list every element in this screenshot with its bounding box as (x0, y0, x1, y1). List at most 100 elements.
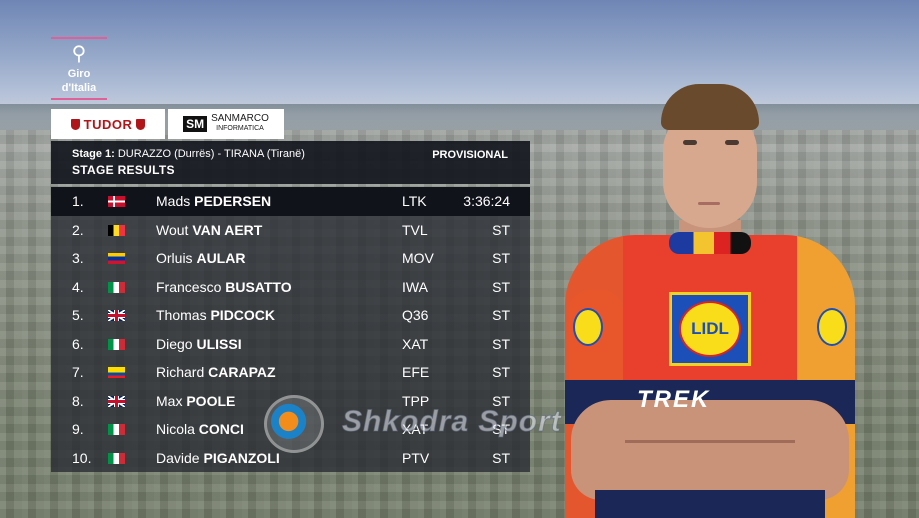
last-name: PIDCOCK (210, 307, 276, 324)
team-code: XAT (402, 335, 429, 352)
team-code: PTV (402, 449, 430, 466)
sanmarco-line2: INFORMATICA (216, 125, 264, 132)
results-panel: Stage 1: DURAZZO (Durrës) - TIRANA (Tira… (51, 141, 530, 472)
team-code: EFE (402, 364, 430, 381)
table-row: 4. Francesco BUSATTO IWA ST (51, 273, 530, 302)
stage-label: Stage 1: (72, 148, 115, 160)
flag-dk-icon (108, 196, 125, 207)
team-code: LTK (402, 193, 427, 210)
panel-title: STAGE RESULTS (72, 163, 175, 177)
panel-header: Stage 1: DURAZZO (Durrës) - TIRANA (Tira… (51, 141, 530, 184)
last-name: ULISSI (196, 335, 242, 352)
table-row: 1. Mads PEDERSEN LTK 3:36:24 (51, 187, 530, 216)
tudor-shield-icon (136, 118, 146, 130)
rider-name: Nicola CONCI (156, 421, 244, 437)
rank: 1. (72, 193, 84, 210)
rider-eye (683, 140, 697, 145)
rank: 7. (72, 364, 84, 381)
stage-route: DURAZZO (Durrës) - TIRANA (Tiranë) (117, 148, 305, 160)
rider-mouth (698, 202, 720, 205)
rider-hair (661, 84, 759, 130)
finish-time: ST (492, 278, 510, 295)
table-row: 9. Nicola CONCI XAT ST (51, 415, 530, 444)
sponsor-sanmarco: SM SANMARCO INFORMATICA (168, 109, 284, 139)
rider-name: Davide PIGANZOLI (156, 450, 280, 466)
logo-top-bar (51, 37, 107, 39)
rider-name: Max POOLE (156, 393, 235, 409)
jersey-lower (595, 490, 825, 518)
last-name: VAN AERT (192, 221, 263, 238)
finish-time: ST (492, 307, 510, 324)
rider-name: Wout VAN AERT (156, 222, 262, 238)
first-name: Orluis (156, 250, 193, 267)
rider-name: Francesco BUSATTO (156, 279, 292, 295)
rank: 8. (72, 392, 84, 409)
first-name: Diego (156, 335, 193, 352)
table-row: 3. Orluis AULAR MOV ST (51, 244, 530, 273)
tudor-shield-icon (70, 118, 80, 130)
flag-ec-icon (108, 367, 125, 378)
finish-time: ST (492, 221, 510, 238)
rider-name: Thomas PIDCOCK (156, 307, 275, 323)
sanmarco-line1: SANMARCO (211, 113, 269, 124)
first-name: Thomas (156, 307, 207, 324)
team-code: TVL (402, 221, 428, 238)
rider-name: Mads PEDERSEN (156, 193, 271, 209)
giro-logo: ⚲ Giro d'Italia (50, 37, 108, 103)
watermark-text: Shkodra Sport (342, 405, 562, 439)
rider-image: LIDL TREK (565, 80, 855, 518)
rank: 5. (72, 307, 84, 324)
first-name: Nicola (156, 421, 195, 438)
arm-crease (625, 440, 795, 443)
rider-name: Richard CARAPAZ (156, 364, 276, 380)
last-name: CARAPAZ (208, 364, 276, 381)
last-name: AULAR (196, 250, 246, 267)
sponsor-bar: TUDOR SM SANMARCO INFORMATICA (51, 109, 284, 139)
rider-name: Diego ULISSI (156, 336, 242, 352)
finish-time: ST (492, 392, 510, 409)
flag-ve-icon (108, 253, 125, 264)
logo-text: Giro d'Italia (61, 68, 97, 94)
rider-name: Orluis AULAR (156, 250, 245, 266)
first-name: Wout (156, 221, 189, 238)
rider-eye (725, 140, 739, 145)
sanmarco-mark: SM (183, 116, 208, 132)
finish-time: ST (492, 250, 510, 267)
tudor-label: TUDOR (83, 116, 133, 132)
jersey-lidl-logo: LIDL (669, 292, 751, 366)
last-name: BUSATTO (225, 278, 292, 295)
last-name: PIGANZOLI (203, 449, 280, 466)
team-code: MOV (402, 250, 434, 267)
rider-collar (669, 232, 751, 254)
first-name: Davide (156, 449, 200, 466)
last-name: POOLE (186, 392, 236, 409)
lidl-text: LIDL (679, 301, 741, 357)
watermark: Shkodra Sport (262, 395, 662, 453)
table-row: 8. Max POOLE TPP ST (51, 387, 530, 416)
finish-time: ST (492, 364, 510, 381)
first-name: Max (156, 392, 183, 409)
finish-time: 3:36:24 (463, 193, 510, 210)
rank: 4. (72, 278, 84, 295)
rider-arms (571, 400, 849, 500)
flag-gb-icon (108, 395, 125, 407)
sleeve-badge-icon (817, 308, 847, 346)
flag-it-icon (108, 281, 125, 293)
last-name: CONCI (198, 421, 244, 438)
stage-info: Stage 1: DURAZZO (Durrës) - TIRANA (Tira… (72, 148, 509, 160)
logo-bottom-bar (51, 98, 107, 100)
last-name: PEDERSEN (194, 193, 272, 210)
sponsor-tudor: TUDOR (51, 109, 165, 139)
table-row: 5. Thomas PIDCOCK Q36 ST (51, 301, 530, 330)
finish-time: ST (492, 335, 510, 352)
team-code: Q36 (402, 307, 429, 324)
table-row: 2. Wout VAN AERT TVL ST (51, 216, 530, 245)
team-code: IWA (402, 278, 428, 295)
watermark-logo-icon (264, 395, 324, 453)
table-row: 10. Davide PIGANZOLI PTV ST (51, 444, 530, 473)
flag-it-icon (108, 338, 125, 350)
bicycle-icon: ⚲ (71, 43, 87, 65)
finish-time: ST (492, 421, 510, 438)
rank: 3. (72, 250, 84, 267)
first-name: Mads (156, 193, 191, 210)
